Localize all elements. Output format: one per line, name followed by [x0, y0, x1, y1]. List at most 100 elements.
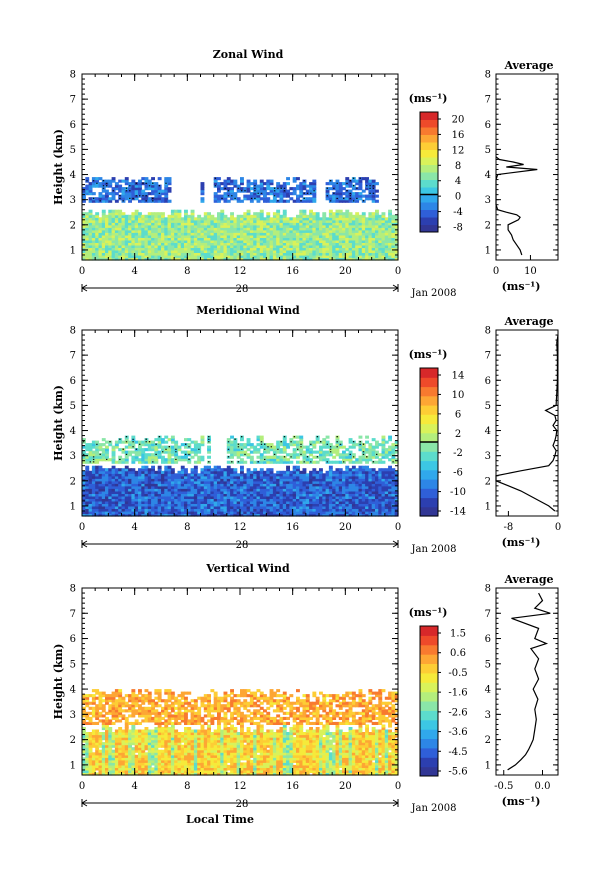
contour-mark — [92, 197, 95, 199]
heatmap-cell — [213, 247, 218, 251]
heatmap-cell — [197, 513, 202, 517]
heatmap-cell — [355, 212, 360, 216]
heatmap-cell — [292, 234, 297, 238]
heatmap-cell — [141, 458, 146, 462]
heatmap-cell — [302, 242, 307, 246]
heatmap-cell — [233, 498, 238, 502]
heatmap-cell — [243, 187, 248, 191]
heatmap-cell — [95, 212, 100, 216]
heatmap-cell — [213, 252, 218, 256]
heatmap-cell — [256, 438, 261, 442]
heatmap-cell — [269, 255, 274, 259]
heatmap-cell — [220, 239, 225, 243]
contour-mark — [99, 453, 101, 455]
heatmap-cell — [124, 513, 129, 517]
heatmap-cell — [128, 194, 132, 198]
heatmap-cell — [118, 511, 123, 515]
heatmap-cell — [276, 239, 281, 243]
heatmap-cell — [101, 227, 106, 231]
colorbar-segment — [420, 134, 438, 143]
heatmap-cell — [223, 229, 228, 233]
heatmap-cell — [279, 249, 284, 253]
heatmap-cell — [279, 217, 284, 221]
heatmap-cell — [361, 490, 366, 494]
heatmap-cell — [220, 232, 225, 236]
heatmap-cell — [384, 508, 389, 512]
heatmap-cell — [114, 232, 119, 236]
heatmap-cell — [351, 257, 356, 261]
heatmap-cell — [164, 227, 169, 231]
heatmap-cell — [342, 229, 346, 233]
heatmap-cell — [223, 473, 228, 477]
heatmap-cell — [138, 485, 142, 489]
heatmap-cell — [240, 470, 244, 474]
heatmap-cell — [236, 234, 241, 238]
heatmap-cell — [134, 511, 139, 515]
heatmap-cell — [269, 498, 274, 502]
heatmap-cell — [121, 255, 126, 259]
heatmap-cell — [269, 503, 274, 507]
heatmap-cell — [147, 192, 152, 196]
heatmap-cell — [361, 224, 366, 228]
heatmap-cell — [269, 495, 274, 499]
heatmap-cell — [138, 493, 142, 497]
heatmap-cell — [332, 232, 337, 236]
heatmap-cell — [200, 458, 205, 462]
heatmap-cell — [88, 448, 93, 452]
heatmap-cell — [269, 189, 274, 193]
heatmap-cell — [269, 488, 274, 492]
heatmap-cell — [111, 239, 116, 243]
heatmap-cell — [371, 498, 376, 502]
heatmap-cell — [170, 488, 175, 492]
heatmap-cell — [134, 229, 139, 233]
heatmap-cell — [276, 478, 281, 482]
heatmap-cell — [348, 244, 353, 248]
heatmap-cell — [85, 490, 90, 494]
heatmap-cell — [263, 189, 267, 193]
heatmap-cell — [207, 485, 211, 489]
heatmap-cell — [243, 222, 248, 226]
heatmap-cell — [256, 237, 261, 241]
heatmap-cell — [128, 488, 132, 492]
heatmap-cell — [167, 257, 172, 261]
contour-mark — [329, 180, 332, 182]
heatmap-cell — [128, 257, 132, 261]
heatmap-cell — [124, 234, 129, 238]
heatmap-cell — [328, 500, 333, 504]
heatmap-cell — [358, 237, 363, 241]
heatmap-cell — [85, 473, 90, 477]
heatmap-cell — [154, 500, 159, 504]
heatmap-cell — [167, 229, 172, 233]
heatmap-cell — [358, 197, 363, 201]
heatmap-cell — [361, 485, 366, 489]
y-tick-label: 8 — [70, 70, 76, 81]
heatmap-cell — [358, 239, 363, 243]
heatmap-cell — [272, 478, 277, 482]
heatmap-cell — [200, 493, 205, 497]
heatmap-cell — [332, 488, 337, 492]
heatmap-cell — [272, 505, 277, 509]
heatmap-cell — [233, 224, 238, 228]
heatmap-cell — [345, 252, 350, 256]
heatmap-cell — [147, 460, 152, 464]
heatmap-cell — [226, 179, 231, 183]
heatmap-cell — [253, 224, 258, 228]
heatmap-cell — [134, 255, 139, 259]
heatmap-cell — [190, 485, 195, 489]
heatmap-cell — [272, 232, 277, 236]
heatmap-cell — [269, 490, 274, 494]
contour-mark — [352, 177, 355, 179]
heatmap-cell — [210, 255, 215, 259]
heatmap-cell — [190, 480, 195, 484]
heatmap-cell — [328, 222, 333, 226]
heatmap-cell — [217, 490, 221, 494]
heatmap-cell — [161, 214, 165, 218]
heatmap-cell — [368, 493, 373, 497]
heatmap-cell — [319, 255, 323, 259]
heatmap-cell — [368, 480, 373, 484]
heatmap-cell — [124, 249, 129, 253]
heatmap-cell — [272, 485, 277, 489]
heatmap-cell — [167, 177, 172, 181]
heatmap-cell — [184, 257, 188, 261]
heatmap-cell — [249, 255, 254, 259]
